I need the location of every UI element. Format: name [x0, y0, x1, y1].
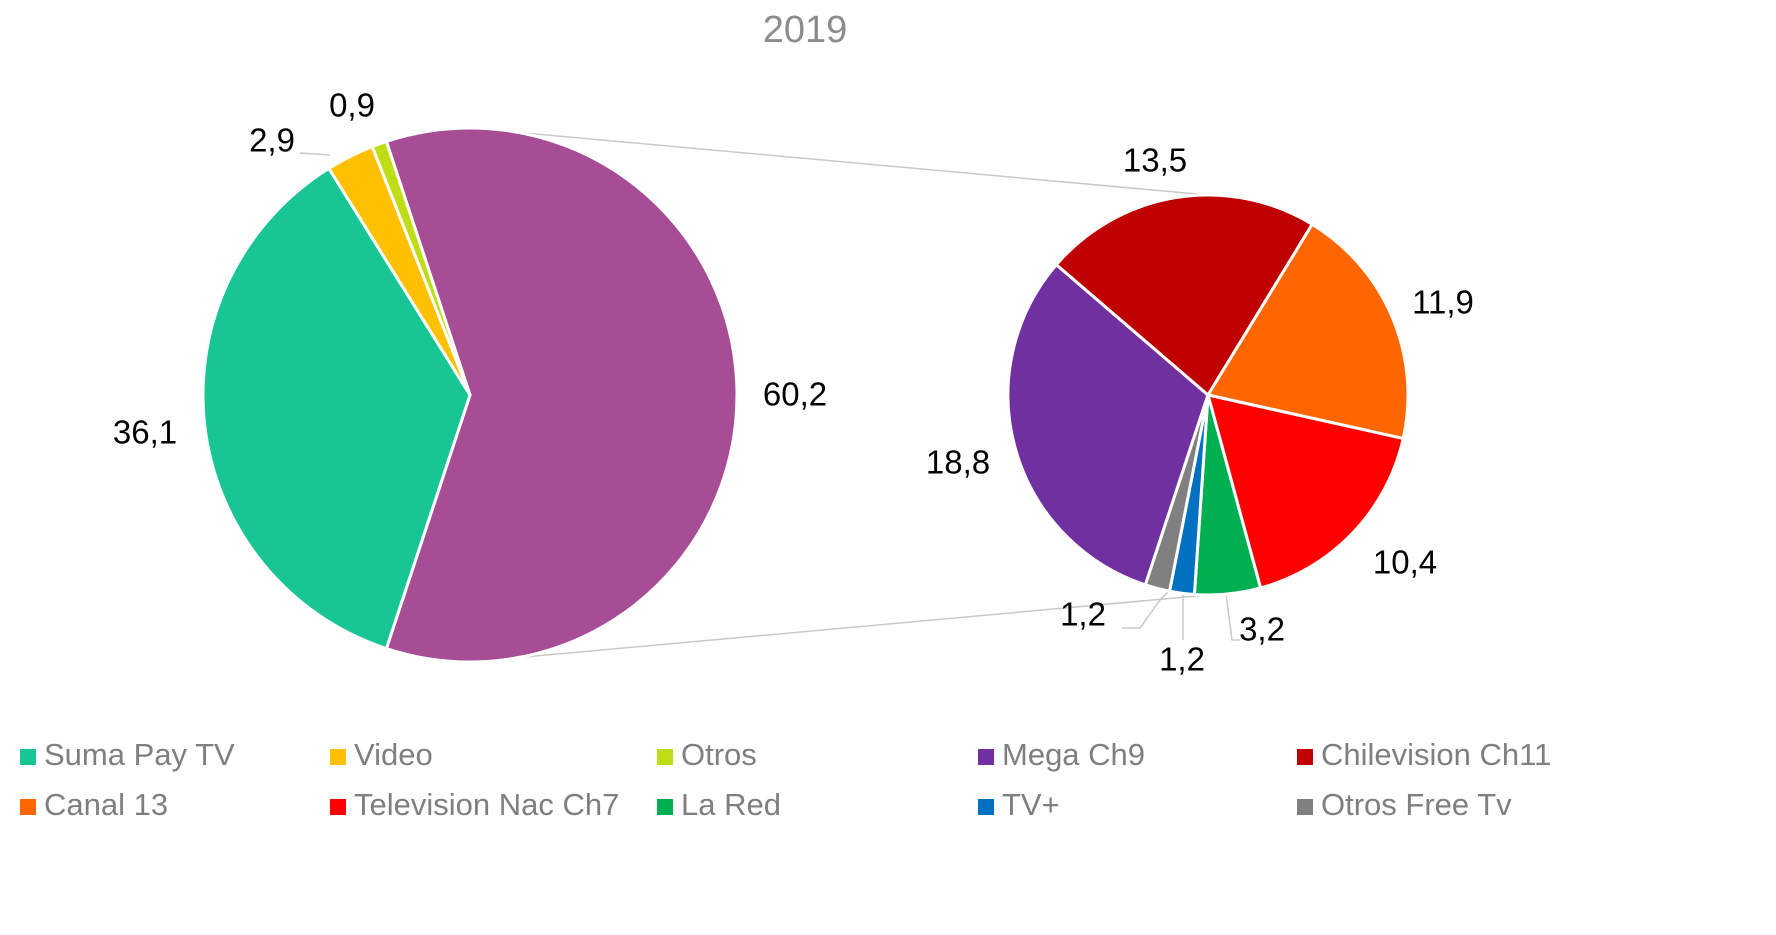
data-label: 11,9: [1412, 284, 1474, 321]
pie-slice: [384, 126, 739, 664]
legend-swatch: [657, 749, 673, 765]
pie-slice: [370, 139, 472, 396]
legend-label: Mega Ch9: [1002, 737, 1145, 772]
legend-swatch: [978, 749, 994, 765]
data-label: 3,2: [1239, 611, 1285, 648]
connector-line: [469, 594, 1209, 663]
legend-label: Television Nac Ch7: [354, 787, 619, 822]
legend-swatch: [330, 749, 346, 765]
pie-slice: [1205, 222, 1410, 441]
pie-slice: [1205, 392, 1406, 590]
data-label: 13,5: [1123, 142, 1187, 179]
legend-label: Otros Free Tv: [1321, 787, 1512, 822]
pie-slice: [1006, 262, 1210, 587]
legend-swatch: [330, 799, 346, 815]
leader-line: [299, 152, 331, 156]
legend-swatch: [1297, 799, 1313, 815]
chart-title: 2019: [763, 9, 848, 51]
legend-label: Chilevision Ch11: [1321, 737, 1551, 772]
legend-swatch: [978, 799, 994, 815]
connectors: [299, 127, 1240, 663]
data-label: 10,4: [1373, 544, 1437, 581]
legend-label: La Red: [681, 787, 781, 822]
legend-label: Otros: [681, 737, 757, 772]
legend-label: Canal 13: [44, 787, 168, 822]
data-label: 36,1: [113, 414, 177, 451]
pie-slice: [1054, 193, 1315, 398]
legend-label: Suma Pay TV: [44, 737, 235, 772]
data-label: 1,2: [1159, 641, 1205, 678]
legend-label: TV+: [1002, 787, 1060, 822]
legend-swatch: [20, 799, 36, 815]
leader-line: [1225, 593, 1240, 641]
legend-label: Video: [354, 737, 433, 772]
pie-slice: [1143, 394, 1210, 594]
data-label: 1,2: [1060, 596, 1106, 633]
connector-line: [469, 127, 1209, 196]
data-label: 0,9: [329, 87, 375, 124]
leader-line: [1122, 587, 1173, 629]
legend-swatch: [657, 799, 673, 815]
legend-swatch: [20, 749, 36, 765]
data-label: 60,2: [763, 376, 827, 413]
data-label: 2,9: [249, 122, 295, 159]
data-label: 18,8: [926, 444, 990, 481]
legend-swatch: [1297, 749, 1313, 765]
